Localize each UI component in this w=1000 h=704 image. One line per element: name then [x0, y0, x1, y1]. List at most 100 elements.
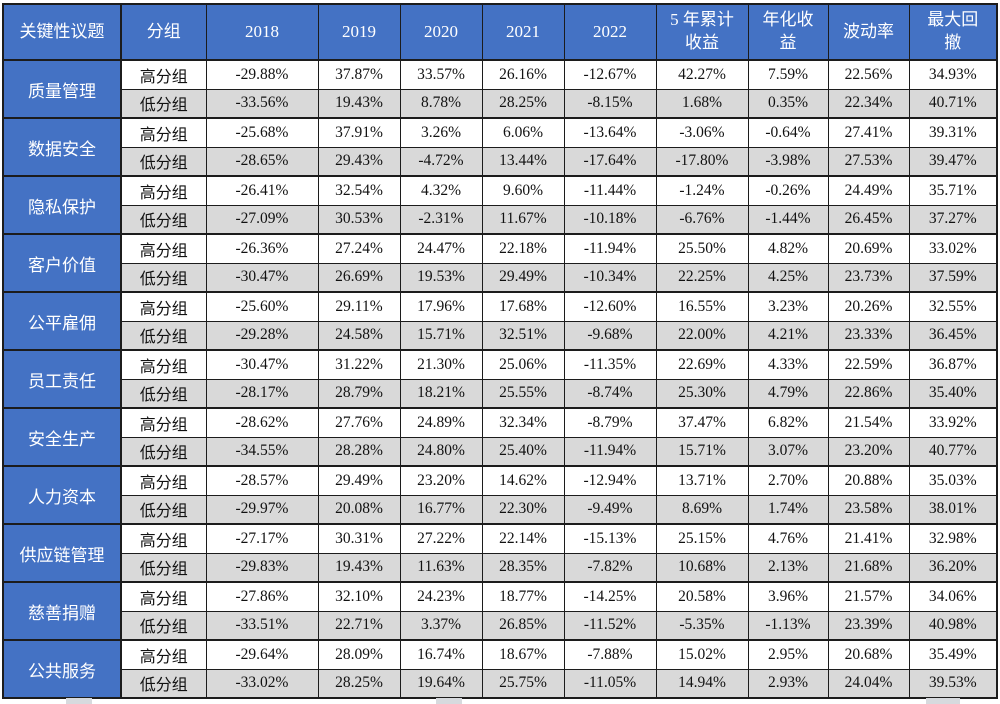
value-cell: 39.47%: [908, 146, 998, 177]
value-cell: 26.16%: [481, 59, 565, 90]
group-label-cell: 高分组: [120, 233, 207, 264]
value-cell: 0.35%: [747, 88, 829, 119]
value-cell: 24.89%: [399, 407, 483, 438]
value-cell: 22.34%: [827, 88, 910, 119]
value-cell: 21.68%: [827, 552, 910, 583]
group-label-cell: 高分组: [120, 291, 207, 322]
value-cell: -6.76%: [655, 204, 749, 235]
value-cell: -4.72%: [399, 146, 483, 177]
value-cell: 29.43%: [317, 146, 401, 177]
value-cell: 26.85%: [481, 610, 565, 641]
value-cell: -17.80%: [655, 146, 749, 177]
value-cell: 2.70%: [747, 465, 829, 496]
table-row: 供应链管理 高分组 -27.17% 30.31% 27.22% 22.14% -15.13%…: [2, 523, 998, 583]
group-label-cell: 高分组: [120, 59, 207, 90]
value-cell: 20.26%: [827, 291, 910, 322]
value-cell: -33.02%: [205, 668, 319, 699]
col-header-2018: 2018: [205, 3, 319, 61]
value-cell: -11.52%: [563, 610, 657, 641]
value-cell: -1.24%: [655, 175, 749, 206]
value-cell: 27.41%: [827, 117, 910, 148]
value-cell: 37.87%: [317, 59, 401, 90]
group-label-cell: 低分组: [120, 552, 207, 583]
key-issue-cell: 公共服务: [2, 639, 122, 699]
key-issue-cell: 客户价值: [2, 233, 122, 293]
value-cell: -8.79%: [563, 407, 657, 438]
value-cell: 24.23%: [399, 581, 483, 612]
value-cell: 28.28%: [317, 436, 401, 467]
value-cell: 40.71%: [908, 88, 998, 119]
value-cell: -14.25%: [563, 581, 657, 612]
value-cell: -11.35%: [563, 349, 657, 380]
value-cell: -27.86%: [205, 581, 319, 612]
value-cell: 37.91%: [317, 117, 401, 148]
value-cell: -9.68%: [563, 320, 657, 351]
table-row: 低分组 -29.28% 24.58% 15.71% 32.51% -9.68% 22.00%…: [3, 320, 998, 351]
group-label-cell: 高分组: [120, 465, 207, 496]
value-cell: 8.69%: [655, 494, 749, 525]
value-cell: 21.30%: [399, 349, 483, 380]
value-cell: -11.05%: [563, 668, 657, 699]
group-label-cell: 低分组: [120, 146, 207, 177]
value-cell: -29.83%: [205, 552, 319, 583]
value-cell: -10.34%: [563, 262, 657, 293]
key-issue-cell: 供应链管理: [2, 523, 122, 583]
group-label-cell: 高分组: [120, 407, 207, 438]
value-cell: 40.77%: [908, 436, 998, 467]
value-cell: 10.68%: [655, 552, 749, 583]
group-label-cell: 高分组: [120, 523, 207, 554]
value-cell: 21.57%: [827, 581, 910, 612]
value-cell: 13.44%: [481, 146, 565, 177]
value-cell: 18.21%: [399, 378, 483, 409]
value-cell: 22.00%: [655, 320, 749, 351]
value-cell: 1.68%: [655, 88, 749, 119]
table-row: 质量管理 高分组 -29.88% 37.87% 33.57% 26.16% -12.67% 4…: [2, 59, 998, 119]
value-cell: -28.65%: [205, 146, 319, 177]
value-cell: 4.33%: [747, 349, 829, 380]
value-cell: 4.21%: [747, 320, 829, 351]
value-cell: -8.74%: [563, 378, 657, 409]
group-label-cell: 低分组: [120, 88, 207, 119]
value-cell: 26.69%: [317, 262, 401, 293]
page-edge-artifact: [66, 698, 92, 704]
col-header-group: 分组: [120, 3, 207, 61]
value-cell: 3.07%: [747, 436, 829, 467]
group-label-cell: 高分组: [120, 349, 207, 380]
value-cell: 23.39%: [827, 610, 910, 641]
value-cell: -3.98%: [747, 146, 829, 177]
value-cell: 22.69%: [655, 349, 749, 380]
value-cell: -27.17%: [205, 523, 319, 554]
value-cell: -11.94%: [563, 436, 657, 467]
value-cell: 37.59%: [908, 262, 998, 293]
value-cell: 35.71%: [908, 175, 998, 206]
value-cell: 42.27%: [655, 59, 749, 90]
value-cell: -29.64%: [205, 639, 319, 670]
value-cell: 29.49%: [481, 262, 565, 293]
value-cell: 17.96%: [399, 291, 483, 322]
value-cell: 16.55%: [655, 291, 749, 322]
value-cell: 30.31%: [317, 523, 401, 554]
value-cell: 24.80%: [399, 436, 483, 467]
key-issue-cell: 人力资本: [2, 465, 122, 525]
col-header-2022: 2022: [563, 3, 657, 61]
value-cell: 1.74%: [747, 494, 829, 525]
table-row: 低分组 -33.56% 19.43% 8.78% 28.25% -8.15% 1.68% 0.…: [3, 88, 998, 119]
value-cell: 20.58%: [655, 581, 749, 612]
value-cell: 4.25%: [747, 262, 829, 293]
col-header-2019: 2019: [317, 3, 401, 61]
table-row: 低分组 -33.51% 22.71% 3.37% 26.85% -11.52% -5.35%…: [3, 610, 998, 641]
value-cell: 22.59%: [827, 349, 910, 380]
value-cell: 14.62%: [481, 465, 565, 496]
value-cell: 19.43%: [317, 88, 401, 119]
value-cell: 36.45%: [908, 320, 998, 351]
value-cell: 22.14%: [481, 523, 565, 554]
key-issue-cell: 数据安全: [2, 117, 122, 177]
value-cell: 4.82%: [747, 233, 829, 264]
value-cell: -26.41%: [205, 175, 319, 206]
value-cell: 24.04%: [827, 668, 910, 699]
value-cell: 25.50%: [655, 233, 749, 264]
group-label-cell: 高分组: [120, 117, 207, 148]
value-cell: 37.47%: [655, 407, 749, 438]
table-row: 安全生产 高分组 -28.62% 27.76% 24.89% 32.34% -8.79% 37…: [2, 407, 998, 467]
value-cell: 22.25%: [655, 262, 749, 293]
